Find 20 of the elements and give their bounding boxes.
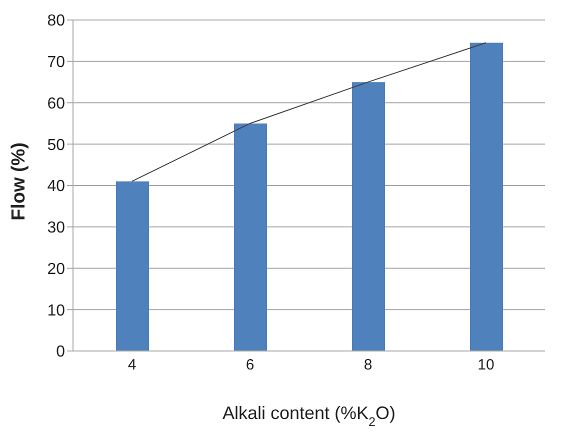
x-tick-label: 8 bbox=[364, 356, 372, 374]
x-tick-label: 4 bbox=[128, 356, 136, 374]
x-tick-label: 6 bbox=[246, 356, 254, 374]
y-tick-label: 30 bbox=[47, 220, 66, 237]
bar bbox=[352, 82, 385, 351]
y-tick-label: 10 bbox=[47, 302, 66, 320]
bar bbox=[470, 42, 503, 351]
y-axis-title: Flow (%) bbox=[8, 142, 30, 220]
y-tick-label: 70 bbox=[47, 54, 66, 72]
y-tick-label: 20 bbox=[47, 260, 66, 278]
y-tick-label: 50 bbox=[47, 136, 66, 154]
x-tick-label: 10 bbox=[478, 356, 494, 374]
y-tick-label: 0 bbox=[56, 344, 66, 361]
bar bbox=[234, 123, 267, 351]
y-tick-label: 40 bbox=[47, 178, 66, 196]
y-tick-label: 80 bbox=[47, 12, 66, 30]
x-axis-title: Alkali content (%K$_{2}$O) bbox=[222, 403, 396, 429]
bar bbox=[116, 181, 149, 351]
line-series bbox=[132, 42, 486, 182]
y-tick-label: 60 bbox=[47, 95, 66, 112]
